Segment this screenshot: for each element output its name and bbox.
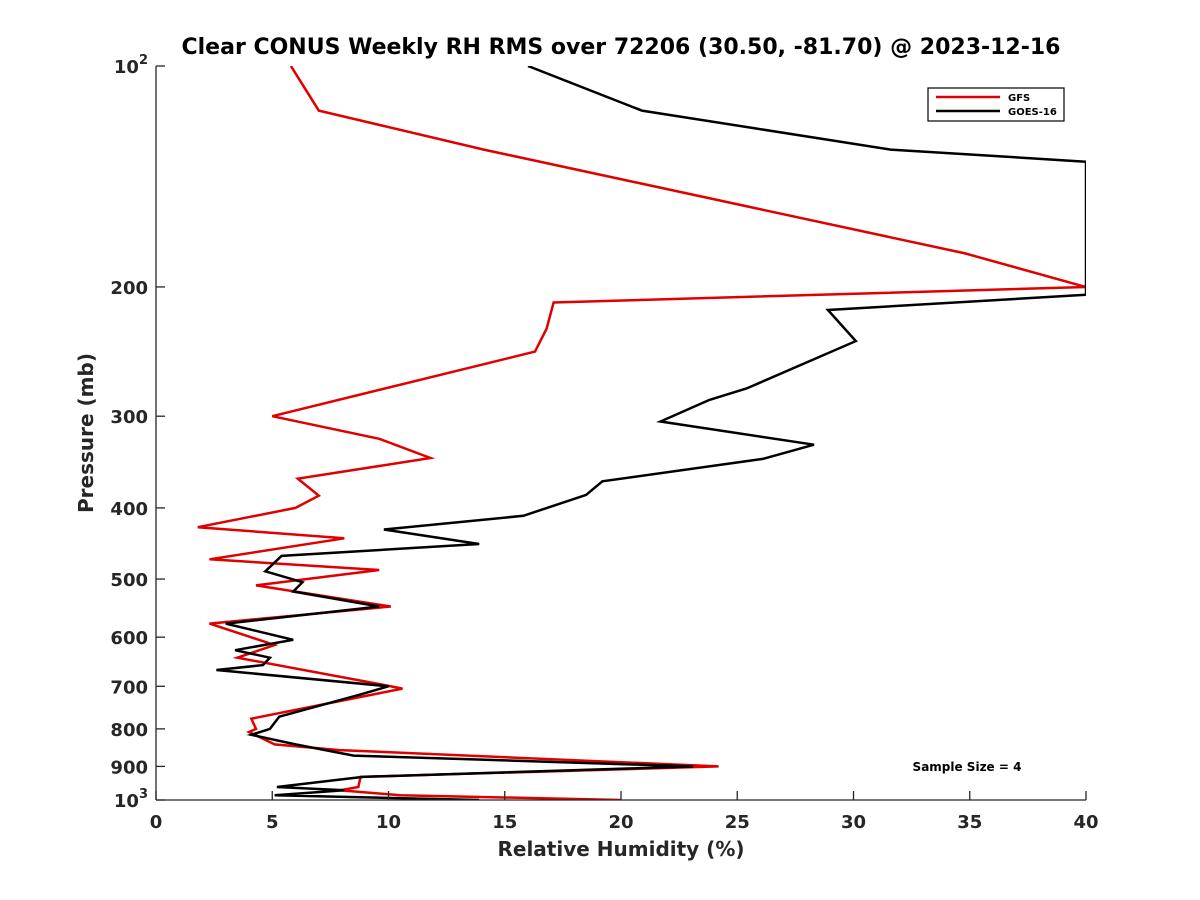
x-tick-label: 40 xyxy=(1073,812,1098,833)
y-axis-label: Pressure (mb) xyxy=(74,353,98,513)
x-axis-label: Relative Humidity (%) xyxy=(497,837,744,861)
plot-area: 0 5 10 15 20 25 30 35 40 102 200 300 400 500 600 700 800… xyxy=(110,53,1098,833)
ticks-layer: 0 5 10 15 20 25 30 35 40 102 200 300 400 500 600 700 800… xyxy=(110,53,1098,833)
legend: GFS GOES-16 xyxy=(927,87,1065,122)
y-tick-label: 400 xyxy=(110,499,148,520)
y-tick-label: 102 xyxy=(114,53,148,78)
y-tick-label: 600 xyxy=(110,628,148,649)
legend-goes16-label: GOES-16 xyxy=(1008,107,1057,118)
y-tick-label: 300 xyxy=(110,407,148,428)
legend-gfs-label: GFS xyxy=(1008,93,1030,104)
y-tick-label: 900 xyxy=(110,757,148,778)
y-tick-label: 800 xyxy=(110,720,148,741)
series-layer xyxy=(197,66,1086,800)
plot-background xyxy=(156,66,1086,800)
y-tick-label: 700 xyxy=(110,677,148,698)
series-line-gfs xyxy=(197,66,1086,800)
y-tick-label: 200 xyxy=(110,278,148,299)
x-tick-label: 30 xyxy=(841,812,866,833)
y-tick-label: 500 xyxy=(110,570,148,591)
x-tick-label: 25 xyxy=(725,812,750,833)
x-tick-label: 35 xyxy=(957,812,982,833)
y-tick-label: 103 xyxy=(114,787,148,812)
legend-box xyxy=(927,87,1065,122)
x-tick-label: 0 xyxy=(150,812,163,833)
x-tick-label: 5 xyxy=(266,812,279,833)
x-tick-label: 15 xyxy=(492,812,517,833)
x-tick-label: 20 xyxy=(608,812,633,833)
sample-size-annotation: Sample Size = 4 xyxy=(913,760,1022,774)
series-line-goes-16 xyxy=(216,66,1086,800)
x-tick-label: 10 xyxy=(376,812,401,833)
chart-title: Clear CONUS Weekly RH RMS over 72206 (30… xyxy=(182,35,1061,60)
